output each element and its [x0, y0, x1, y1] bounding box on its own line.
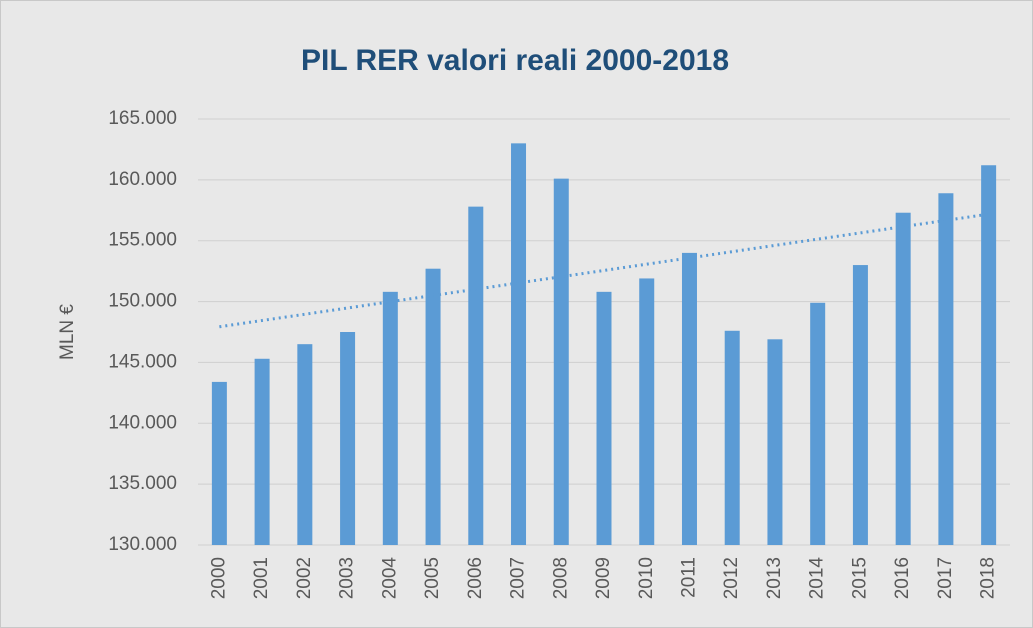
- x-tick-label: 2015: [849, 557, 870, 599]
- bar: [211, 381, 227, 545]
- x-tick-label: 2017: [935, 557, 956, 599]
- bar: [553, 178, 569, 545]
- y-tick-label: 145.000: [108, 351, 177, 372]
- y-axis-title: MLN €: [57, 304, 78, 360]
- y-tick-label: 155.000: [108, 230, 177, 251]
- x-tick-label: 2012: [721, 557, 742, 599]
- x-tick-label: 2014: [807, 557, 828, 600]
- x-tick-label: 2006: [465, 557, 486, 599]
- x-tick-label: 2003: [337, 557, 358, 599]
- x-tick-label: 2016: [892, 557, 913, 599]
- y-tick-label: 160.000: [108, 169, 177, 190]
- chart-title: PIL RER valori reali 2000-2018: [301, 44, 729, 77]
- x-tick-label: 2001: [251, 557, 272, 599]
- x-tick-label: 2005: [422, 557, 443, 599]
- bar: [468, 206, 484, 546]
- x-tick-label: 2007: [508, 557, 529, 599]
- x-tick-label: 2010: [636, 557, 657, 599]
- bar: [511, 143, 527, 546]
- bar: [639, 278, 655, 545]
- x-tick-label: 2000: [208, 557, 229, 599]
- bar: [681, 252, 697, 545]
- bar: [852, 265, 868, 545]
- y-tick-label: 140.000: [108, 412, 177, 433]
- y-tick-label: 165.000: [108, 108, 177, 129]
- x-tick-label: 2018: [978, 557, 999, 599]
- bar: [425, 268, 441, 545]
- bar: [767, 339, 783, 545]
- x-tick-label: 2002: [294, 557, 315, 599]
- x-tick-label: 2004: [379, 557, 400, 600]
- x-tick-label: 2011: [678, 557, 699, 598]
- bar: [340, 332, 356, 545]
- bar: [297, 344, 313, 545]
- bar: [895, 212, 911, 545]
- bar: [382, 291, 398, 545]
- x-tick-label: 2013: [764, 557, 785, 599]
- bar: [724, 330, 740, 545]
- bar: [938, 193, 954, 545]
- y-tick-label: 130.000: [108, 534, 177, 555]
- bar: [981, 165, 997, 545]
- bar: [810, 302, 826, 545]
- x-tick-label: 2009: [593, 557, 614, 599]
- bar: [254, 358, 270, 545]
- y-tick-label: 135.000: [108, 473, 177, 494]
- y-tick-label: 150.000: [108, 291, 177, 312]
- x-tick-label: 2008: [550, 557, 571, 599]
- bar: [596, 291, 612, 545]
